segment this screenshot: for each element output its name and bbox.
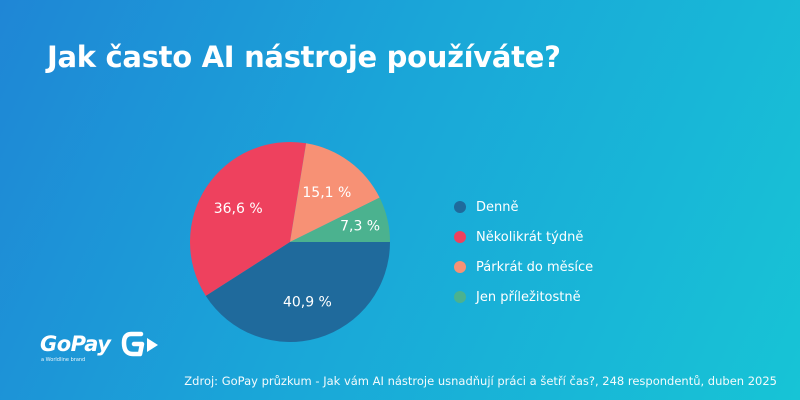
legend-label: Denně: [476, 199, 519, 215]
pie-slice-4: [290, 197, 390, 242]
source-note: Zdroj: GoPay průzkum - Jak vám AI nástro…: [184, 374, 777, 388]
legend-label: Párkrát do měsíce: [476, 259, 594, 275]
pie-slice-3: [290, 143, 380, 242]
chart-title: Jak často AI nástroje používáte?: [47, 40, 561, 74]
legend-item: Denně: [454, 192, 593, 222]
legend-swatch: [454, 261, 466, 273]
legend-item: Několikrát týdně: [454, 222, 593, 252]
legend-label: Několikrát týdně: [476, 229, 584, 245]
legend-item: Párkrát do měsíce: [454, 252, 593, 282]
pie-slice-1: [205, 242, 390, 343]
pie-slice-2: [189, 142, 307, 296]
legend-swatch: [454, 291, 466, 303]
legend: Denně Několikrát týdně Párkrát do měsíce Je…: [454, 192, 593, 312]
logo-wordmark: GoPay: [40, 332, 111, 356]
slice-label-3: 15,1 %: [302, 185, 351, 201]
slice-label-2: 36,6 %: [214, 201, 263, 217]
logo-tagline: a Worldline brand: [41, 357, 86, 363]
legend-swatch: [454, 231, 466, 243]
legend-label: Jen příležitostně: [476, 289, 581, 305]
gopay-g-arrow-icon: [121, 331, 158, 357]
slice-label-4: 7,3 %: [340, 219, 380, 235]
gopay-logo: GoPay a Worldline brand: [40, 328, 170, 368]
legend-swatch: [454, 201, 466, 213]
slice-label-1: 40,9 %: [283, 295, 332, 311]
legend-item: Jen příležitostně: [454, 282, 593, 312]
